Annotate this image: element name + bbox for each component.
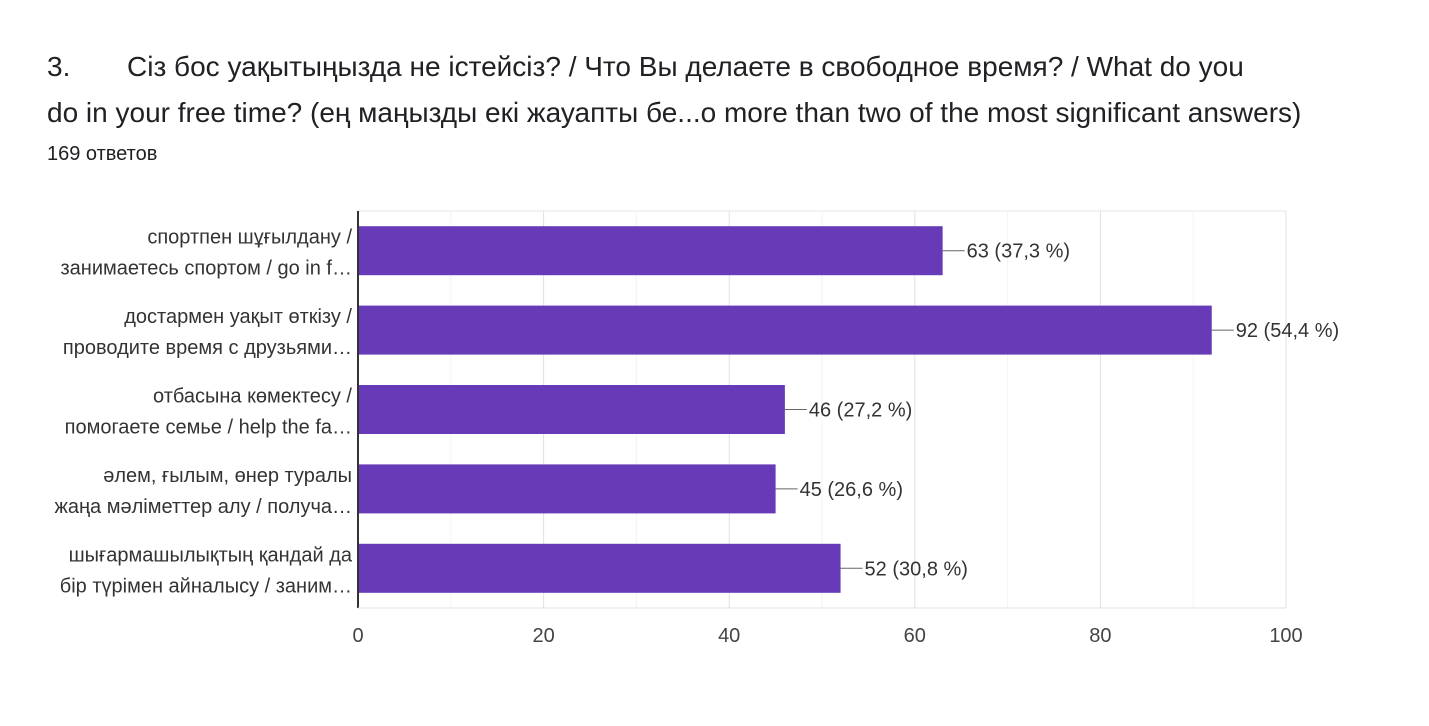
responses-count: 169 ответов: [47, 143, 158, 165]
question-line-1: 3. Сіз бос уақытыңызда не істейсіз? / Что…: [47, 44, 1417, 90]
data-label: 92 (54,4 %): [1236, 320, 1339, 342]
y-category-label: шығармашылықтың қандай да: [69, 544, 353, 566]
y-category-label: бір түрімен айналысу / заним…: [60, 575, 352, 597]
question-title: 3. Сіз бос уақытыңызда не істейсіз? / Что…: [47, 44, 1417, 136]
bar: [358, 385, 785, 434]
data-label: 45 (26,6 %): [800, 479, 903, 501]
y-category-label: әлем, ғылым, өнер туралы: [103, 465, 352, 487]
data-label: 63 (37,3 %): [967, 241, 1070, 263]
question-number: 3.: [47, 51, 71, 82]
y-category-label: помогаете семье / help the fa…: [65, 417, 352, 439]
y-category-label: спортпен шұғылдану /: [147, 227, 352, 249]
bar: [358, 226, 943, 276]
x-tick-label: 80: [1089, 625, 1111, 647]
y-category-label: достармен уақыт өткізу /: [124, 306, 352, 328]
question-text-line-2: do in your free time? (ең маңызды екі жа…: [47, 97, 1302, 128]
x-tick-label: 60: [904, 625, 926, 647]
question-text-line-1: Сіз бос уақытыңызда не істейсіз? / Что В…: [127, 51, 1244, 82]
x-tick-label: 20: [532, 625, 554, 647]
x-tick-label: 40: [718, 625, 740, 647]
x-tick-label: 0: [352, 625, 363, 647]
y-category-label: занимаетесь спортом / go in f…: [61, 258, 352, 280]
bar: [358, 305, 1212, 355]
y-category-label: жаңа мәліметтер алу / получа…: [54, 496, 352, 518]
y-category-label: проводите время с друзьями…: [63, 337, 352, 359]
bar: [358, 543, 841, 593]
bar: [358, 464, 776, 514]
x-tick-label: 100: [1269, 625, 1302, 647]
data-label: 46 (27,2 %): [809, 400, 912, 422]
data-label: 52 (30,8 %): [865, 558, 968, 580]
y-category-label: отбасына көмектесу /: [153, 386, 352, 408]
